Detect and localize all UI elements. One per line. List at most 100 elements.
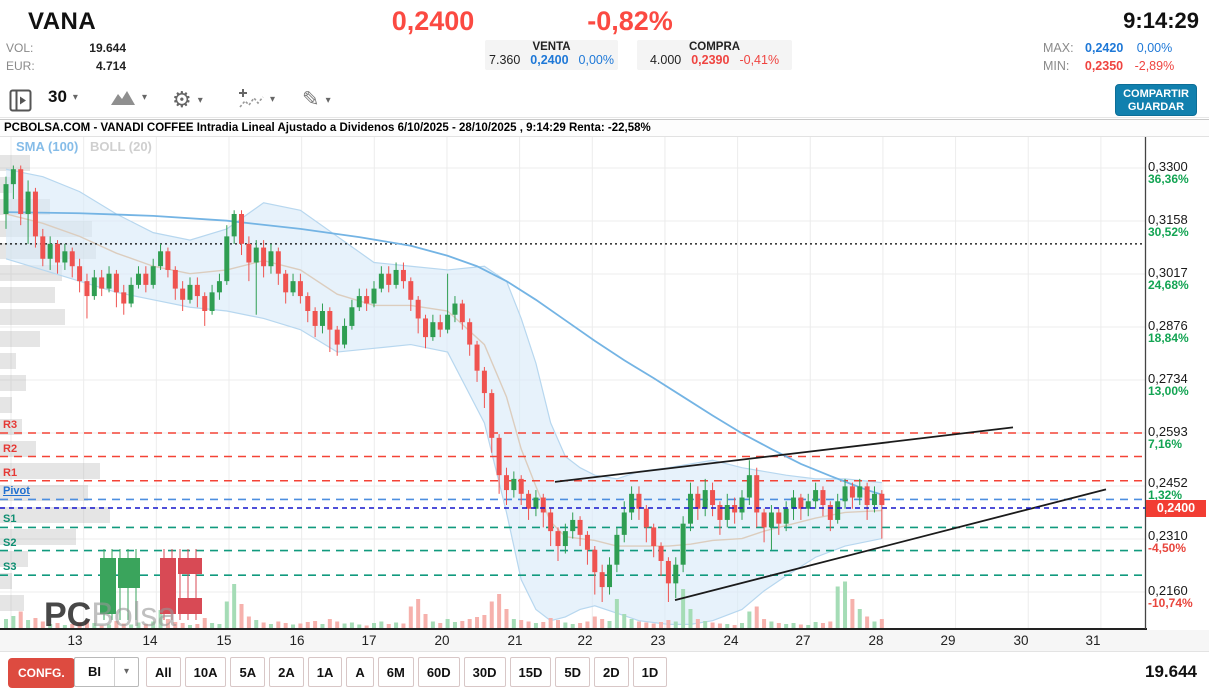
- pivot-label-r2: R2: [3, 442, 18, 455]
- range-button-5d[interactable]: 5D: [555, 657, 591, 687]
- eur-row: EUR: 4.714: [6, 59, 126, 73]
- gear-icon: ⚙: [172, 87, 192, 112]
- date-label-17: 17: [361, 633, 377, 648]
- range-button-a[interactable]: A: [346, 657, 374, 687]
- chevron-down-icon: ▾: [142, 91, 148, 103]
- axis-price-label: 0,3300 36,36%: [1148, 159, 1189, 186]
- change-percent: -0,82%: [587, 6, 673, 36]
- area-chart-icon: [111, 91, 135, 105]
- date-label-27: 27: [795, 633, 811, 648]
- pivot-label-s3: S3: [3, 561, 17, 574]
- volume-row: VOL: 19.644: [6, 41, 126, 55]
- date-label-31: 31: [1085, 633, 1101, 648]
- ticker-symbol: VANA: [28, 8, 97, 35]
- vol-value: 19.644: [89, 41, 126, 55]
- bid-percent: 0,00%: [578, 53, 614, 67]
- legend-boll: BOLL (20): [90, 139, 152, 154]
- range-buttons: All 10A 5A 2A 1A A 6M 60D 30D 15D 5D 2D 1D: [146, 657, 668, 687]
- bid-quantity: 7.360: [489, 53, 521, 67]
- save-label: GUARDAR: [1127, 101, 1185, 113]
- range-button-60d[interactable]: 60D: [417, 657, 460, 687]
- range-button-30d[interactable]: 30D: [463, 657, 506, 687]
- date-label-24: 24: [723, 633, 739, 648]
- chevron-down-icon: ▾: [270, 93, 276, 105]
- current-price-badge: 0,2400: [1146, 500, 1206, 517]
- interval-value: 30: [48, 87, 67, 106]
- panel-toggle-button[interactable]: [8, 87, 34, 113]
- chart-style-selector[interactable]: ▾: [110, 87, 147, 107]
- pivot-label-r3: R3: [3, 419, 18, 431]
- axis-price-label: 0,2160 -10,74%: [1148, 583, 1193, 610]
- range-button-all[interactable]: All: [146, 657, 181, 687]
- interval-selector[interactable]: 30 ▾: [48, 87, 78, 107]
- axis-price-label: 0,2593 7,16%: [1148, 424, 1188, 451]
- chevron-down-icon: ▾: [72, 91, 78, 103]
- vol-label: VOL:: [6, 41, 34, 55]
- min-label: MIN:: [1043, 59, 1070, 73]
- range-button-1d[interactable]: 1D: [632, 657, 668, 687]
- date-label-22: 22: [577, 633, 593, 648]
- indicator-legend: SMA (100) BOLL (20): [16, 139, 152, 154]
- date-label-15: 15: [216, 633, 232, 648]
- date-label-16: 16: [289, 633, 305, 648]
- max-row: MAX: 0,2420 0,00%: [1043, 41, 1193, 55]
- chart-title-bar: PCBOLSA.COM - VANADI COFFEE Intradia Lin…: [0, 119, 1209, 137]
- chart-toolbar: 30 ▾ ▾ ⚙ ▾ ▾ ✎ ▾ COMPARTIR GUARD: [0, 84, 1209, 118]
- date-label-23: 23: [650, 633, 666, 648]
- range-button-5a[interactable]: 5A: [230, 657, 266, 687]
- settings-selector[interactable]: ⚙ ▾: [172, 87, 203, 113]
- pivot-label-r1: R1: [3, 466, 18, 479]
- range-button-6m[interactable]: 6M: [377, 657, 414, 687]
- pencil-icon: ✎: [302, 88, 320, 111]
- date-label-28: 28: [868, 633, 884, 648]
- min-percent: -2,89%: [1134, 59, 1175, 73]
- range-button-2a[interactable]: 2A: [269, 657, 304, 687]
- axis-price-label: 0,2734 13,00%: [1148, 371, 1189, 398]
- axis-price-label: 0,2310 -4,50%: [1148, 528, 1188, 555]
- draw-tool-selector[interactable]: ✎ ▾: [302, 87, 331, 113]
- add-indicator-icon: [239, 89, 264, 108]
- max-label: MAX:: [1043, 41, 1074, 55]
- indicator-selector[interactable]: ▾: [238, 87, 275, 111]
- config-button[interactable]: CONFG.: [8, 658, 75, 688]
- range-button-10a[interactable]: 10A: [184, 657, 227, 687]
- date-label-29: 29: [940, 633, 956, 648]
- legend-sma: SMA (100): [16, 139, 79, 154]
- chart-type-value: BI: [88, 664, 101, 679]
- date-label-30: 30: [1013, 633, 1029, 648]
- date-label-21: 21: [507, 633, 523, 648]
- date-axis[interactable]: 13 14 15 16 17 20 21 22 23 24 27 28 29 30 31: [0, 630, 1209, 652]
- max-price: 0,2420: [1085, 41, 1124, 55]
- ask-quantity: 4.000: [649, 53, 682, 67]
- bid-price: 0,2400: [530, 53, 569, 67]
- range-button-2d[interactable]: 2D: [594, 657, 629, 687]
- axis-price-label: 0,2452 1,32%: [1148, 475, 1188, 502]
- last-price: 0,2400: [391, 6, 475, 36]
- date-label-13: 13: [67, 633, 83, 648]
- range-button-1a[interactable]: 1A: [307, 657, 343, 687]
- share-label: COMPARTIR: [1123, 88, 1189, 100]
- eur-label: EUR:: [6, 59, 35, 73]
- chart-area[interactable]: SMA (100) BOLL (20): [0, 137, 1209, 630]
- axis-price-label: 0,3017 24,68%: [1148, 265, 1189, 292]
- range-button-15d[interactable]: 15D: [509, 657, 552, 687]
- pivot-label-pivot: Pivot: [3, 485, 30, 498]
- date-label-14: 14: [142, 633, 158, 648]
- price-chart-canvas[interactable]: [0, 137, 1209, 630]
- share-save-button[interactable]: COMPARTIR GUARDAR: [1115, 84, 1197, 116]
- chevron-down-icon: ▾: [325, 94, 331, 106]
- ask-box: COMPRA 4.000 0,2390 -0,41%: [637, 40, 792, 70]
- panel-toggle-icon: [9, 89, 32, 112]
- ask-price: 0,2390: [691, 53, 730, 67]
- chevron-down-icon: ▾: [114, 658, 138, 686]
- pivot-label-s2: S2: [3, 536, 17, 549]
- max-percent: 0,00%: [1136, 41, 1173, 55]
- bottom-toolbar: CONFG. BI ▾ All 10A 5A 2A 1A A 6M 60D 30D 15D 5D 2D…: [0, 652, 1209, 693]
- eur-value: 4.714: [95, 59, 126, 73]
- session-volume: 19.644: [1145, 662, 1197, 681]
- bid-box: VENTA 7.360 0,2400 0,00%: [485, 40, 618, 70]
- ask-percent: -0,41%: [739, 53, 780, 67]
- chart-type-dropdown[interactable]: BI ▾: [74, 657, 139, 687]
- date-label-20: 20: [434, 633, 450, 648]
